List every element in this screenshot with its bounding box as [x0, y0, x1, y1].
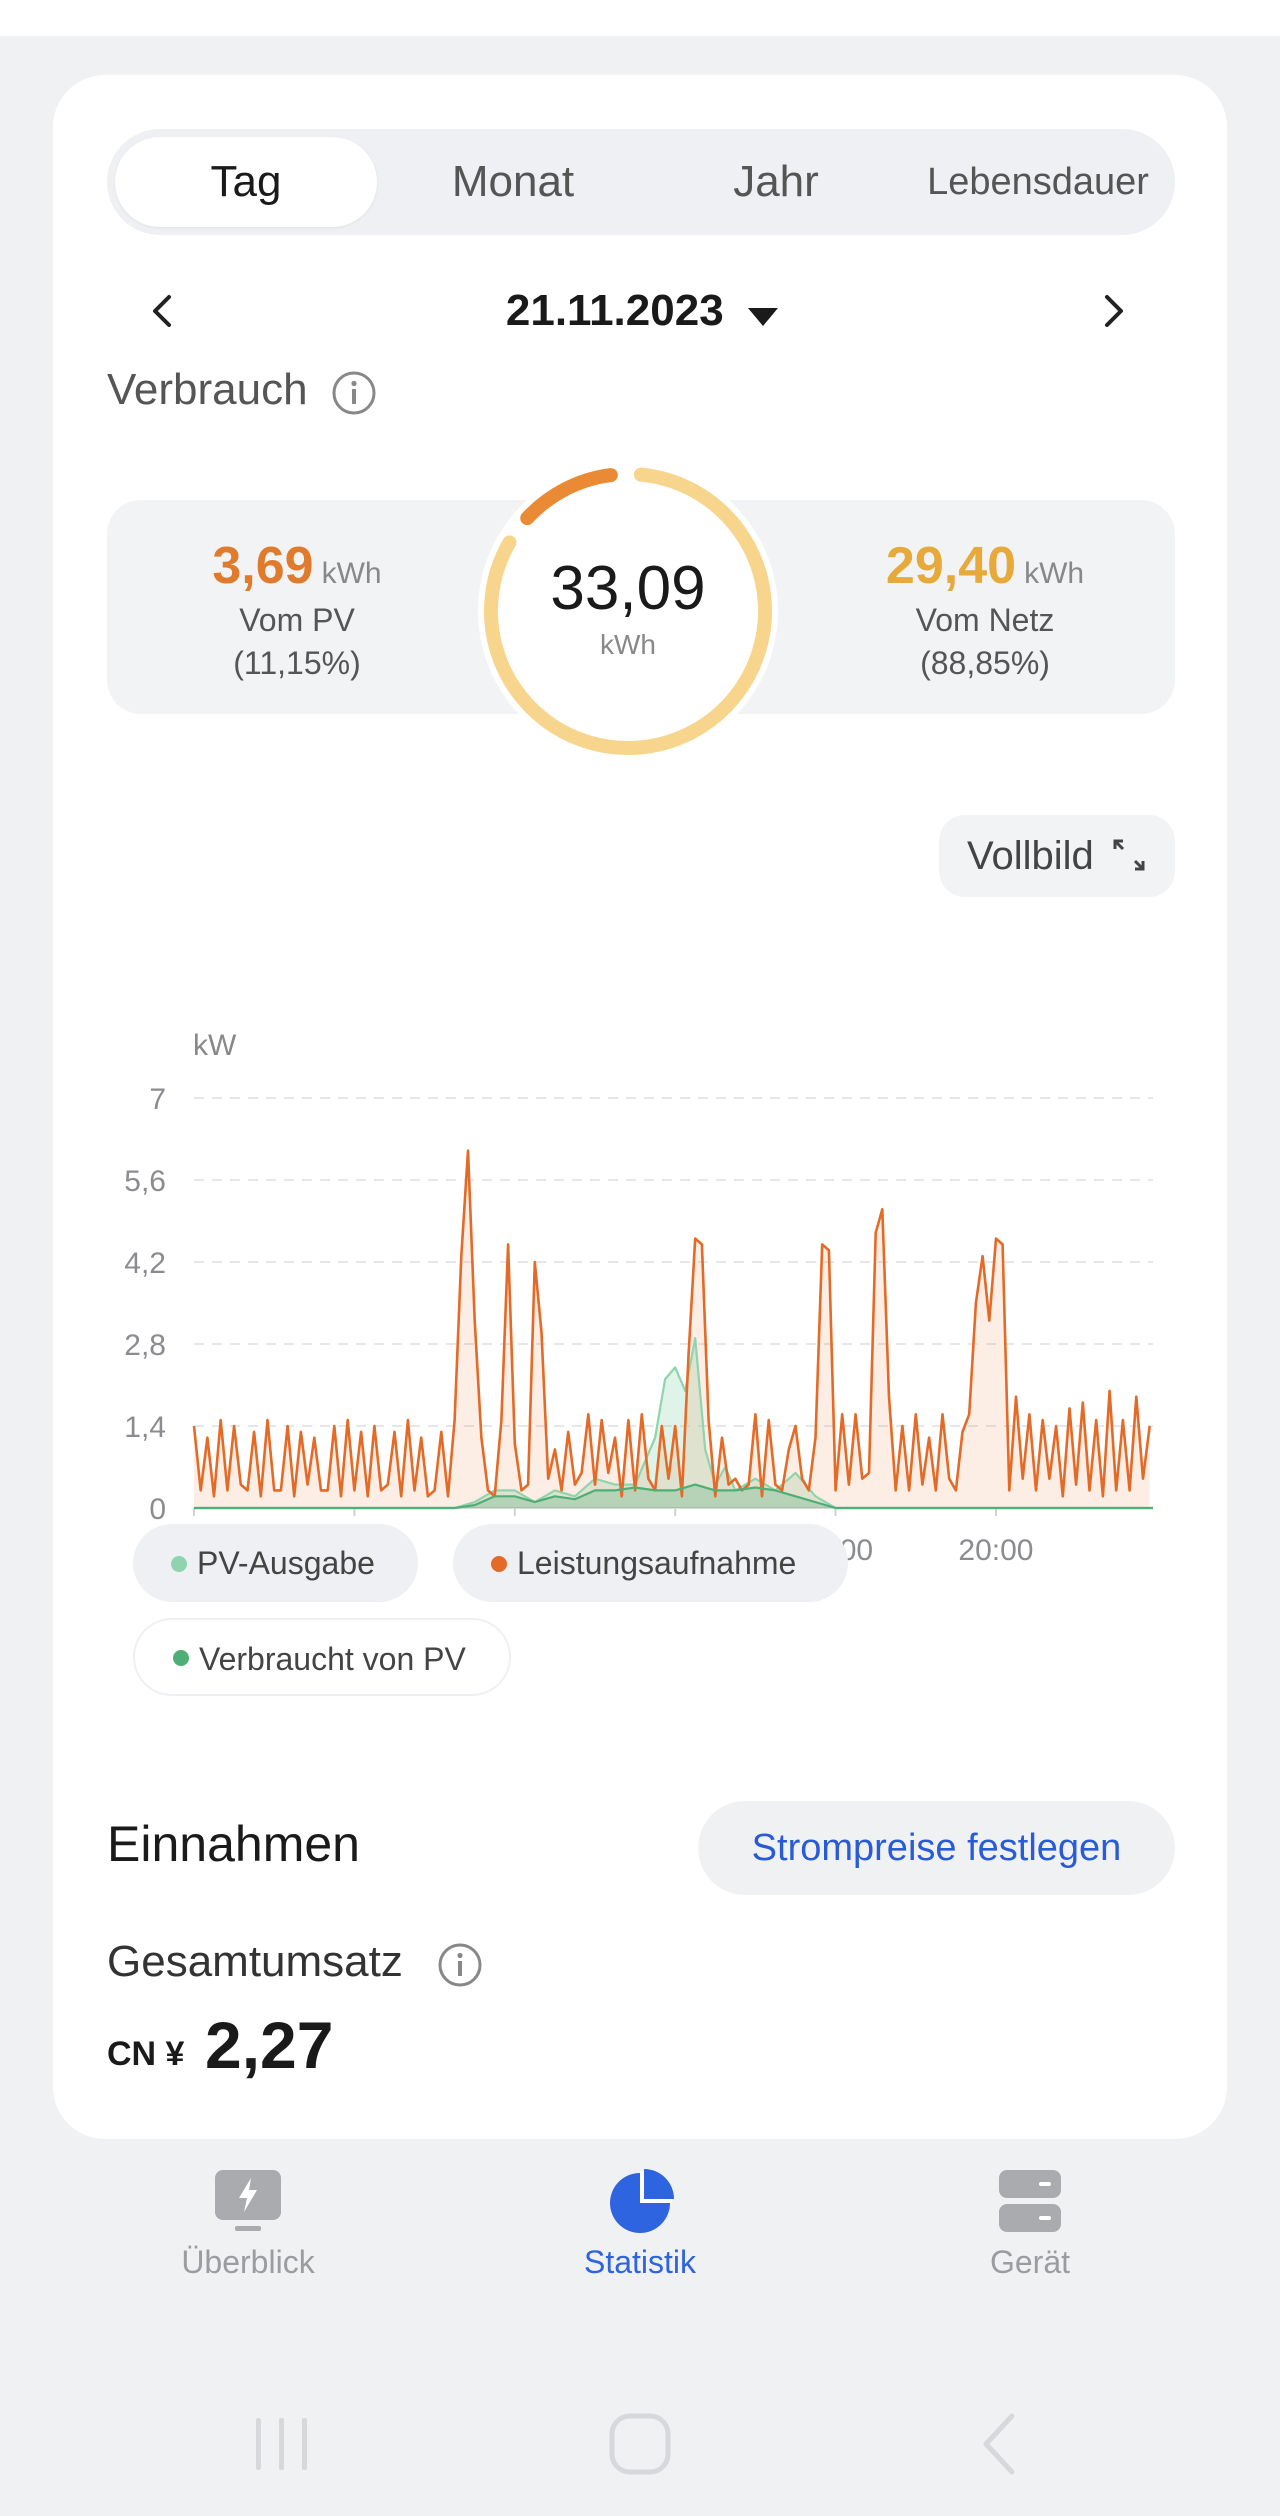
- series-line-verbraucht-von-pv: [194, 1483, 1153, 1510]
- nav-statistics-label: Statistik: [583, 2244, 697, 2280]
- from-pv-block: 3,69 kWh Vom PV (11,15%): [107, 536, 487, 682]
- home-icon[interactable]: [600, 2404, 680, 2484]
- consumption-ring: 33,09 kWh: [478, 461, 778, 761]
- legend-label-power-consumption: Leistungsaufnahme: [517, 1545, 797, 1581]
- from-pv-percent: (11,15%): [233, 645, 361, 681]
- info-icon[interactable]: [437, 1942, 483, 1988]
- series-area-verbraucht-von-pv: [194, 1484, 1153, 1508]
- y-tick-label: 0: [149, 1493, 166, 1526]
- legend-dot-power-consumption: [491, 1556, 507, 1572]
- chevron-left-icon: [153, 295, 171, 327]
- status-bar-area: [0, 0, 1280, 36]
- statistics-card: Tag Monat Jahr Lebensdauer 21.11.2023 Ve…: [53, 75, 1227, 2139]
- ring-grid-segment: [484, 467, 773, 755]
- fullscreen-button[interactable]: Vollbild: [939, 815, 1175, 897]
- device-icon: [999, 2170, 1061, 2232]
- series-area-leistungsaufnahme: [194, 1150, 1150, 1508]
- period-tabs: Tag Monat Jahr Lebensdauer: [107, 129, 1175, 235]
- consumption-title: Verbrauch: [107, 365, 308, 414]
- set-electricity-prices-button[interactable]: Strompreise festlegen: [698, 1801, 1175, 1895]
- y-tick-label: 1,4: [124, 1411, 166, 1444]
- series-area-pv-ausgabe: [194, 1338, 1153, 1508]
- from-pv-unit: kWh: [321, 557, 382, 590]
- nav-overview-label: Überblick: [181, 2244, 315, 2280]
- legend-dot-pv-output: [171, 1556, 187, 1572]
- from-grid-label: Vom Netz: [915, 602, 1055, 638]
- series-line-pv-ausgabe: [194, 1337, 1153, 1510]
- currency-symbol: CN ¥: [107, 2035, 185, 2073]
- y-tick-label: 2,8: [124, 1329, 166, 1362]
- series-line-leistungsaufnahme: [192, 1149, 1151, 1498]
- legend-power-consumption[interactable]: Leistungsaufnahme: [453, 1524, 848, 1602]
- from-pv-value: 3,69: [212, 537, 314, 595]
- pie-chart-icon: [610, 2169, 674, 2233]
- y-tick-label: 7: [149, 1083, 166, 1116]
- caret-down-icon: [748, 307, 779, 326]
- legend-label-pv-output: PV-Ausgabe: [197, 1545, 375, 1581]
- y-axis-label: kW: [193, 1029, 237, 1062]
- fullscreen-label: Vollbild: [967, 834, 1094, 878]
- from-grid-unit: kWh: [1024, 557, 1085, 590]
- ring-pv-segment: [520, 468, 618, 526]
- current-date: 21.11.2023: [505, 286, 724, 335]
- legend-pv-output[interactable]: PV-Ausgabe: [133, 1524, 418, 1602]
- nav-device[interactable]: Gerät: [900, 2168, 1160, 2328]
- legend-consumed-from-pv[interactable]: Verbraucht von PV: [133, 1618, 511, 1696]
- y-tick-label: 4,2: [124, 1247, 166, 1280]
- total-consumption-unit: kWh: [600, 629, 656, 660]
- tab-lebensdauer[interactable]: Lebensdauer: [927, 161, 1149, 203]
- from-pv-label: Vom PV: [239, 602, 355, 638]
- next-date-button[interactable]: [1073, 271, 1153, 351]
- from-grid-block: 29,40 kWh Vom Netz (88,85%): [795, 536, 1175, 682]
- total-revenue-label: Gesamtumsatz: [107, 1937, 403, 1986]
- monitor-bolt-icon: [215, 2170, 281, 2231]
- tab-monat[interactable]: Monat: [451, 157, 575, 206]
- recent-apps-icon[interactable]: [242, 2404, 322, 2484]
- chevron-right-icon: [1105, 295, 1123, 327]
- legend-label-consumed-from-pv: Verbraucht von PV: [199, 1641, 466, 1677]
- power-line-chart: kW 01,42,84,25,67 00:0004:0008:0012:0016…: [124, 1029, 1153, 1567]
- nav-device-label: Gerät: [989, 2244, 1071, 2280]
- previous-date-button[interactable]: [123, 271, 203, 351]
- tab-tag[interactable]: Tag: [115, 137, 377, 227]
- info-icon[interactable]: [331, 370, 377, 416]
- revenue-title: Einnahmen: [107, 1816, 360, 1872]
- legend-dot-consumed-from-pv: [173, 1650, 189, 1666]
- from-grid-value: 29,40: [885, 537, 1017, 595]
- expand-icon: [1113, 839, 1145, 871]
- nav-overview[interactable]: Überblick: [118, 2168, 378, 2328]
- back-icon[interactable]: [960, 2404, 1040, 2484]
- ring-chart: [484, 467, 773, 755]
- total-consumption-value: 33,09: [550, 554, 706, 623]
- nav-statistics[interactable]: Statistik: [510, 2168, 770, 2328]
- tab-jahr[interactable]: Jahr: [733, 157, 819, 206]
- y-tick-label: 5,6: [124, 1165, 166, 1198]
- from-grid-percent: (88,85%): [920, 645, 1050, 681]
- x-tick-label: 20:00: [958, 1534, 1033, 1567]
- date-picker[interactable]: 21.11.2023: [433, 271, 853, 351]
- total-revenue-amount: 2,27: [205, 2008, 334, 2082]
